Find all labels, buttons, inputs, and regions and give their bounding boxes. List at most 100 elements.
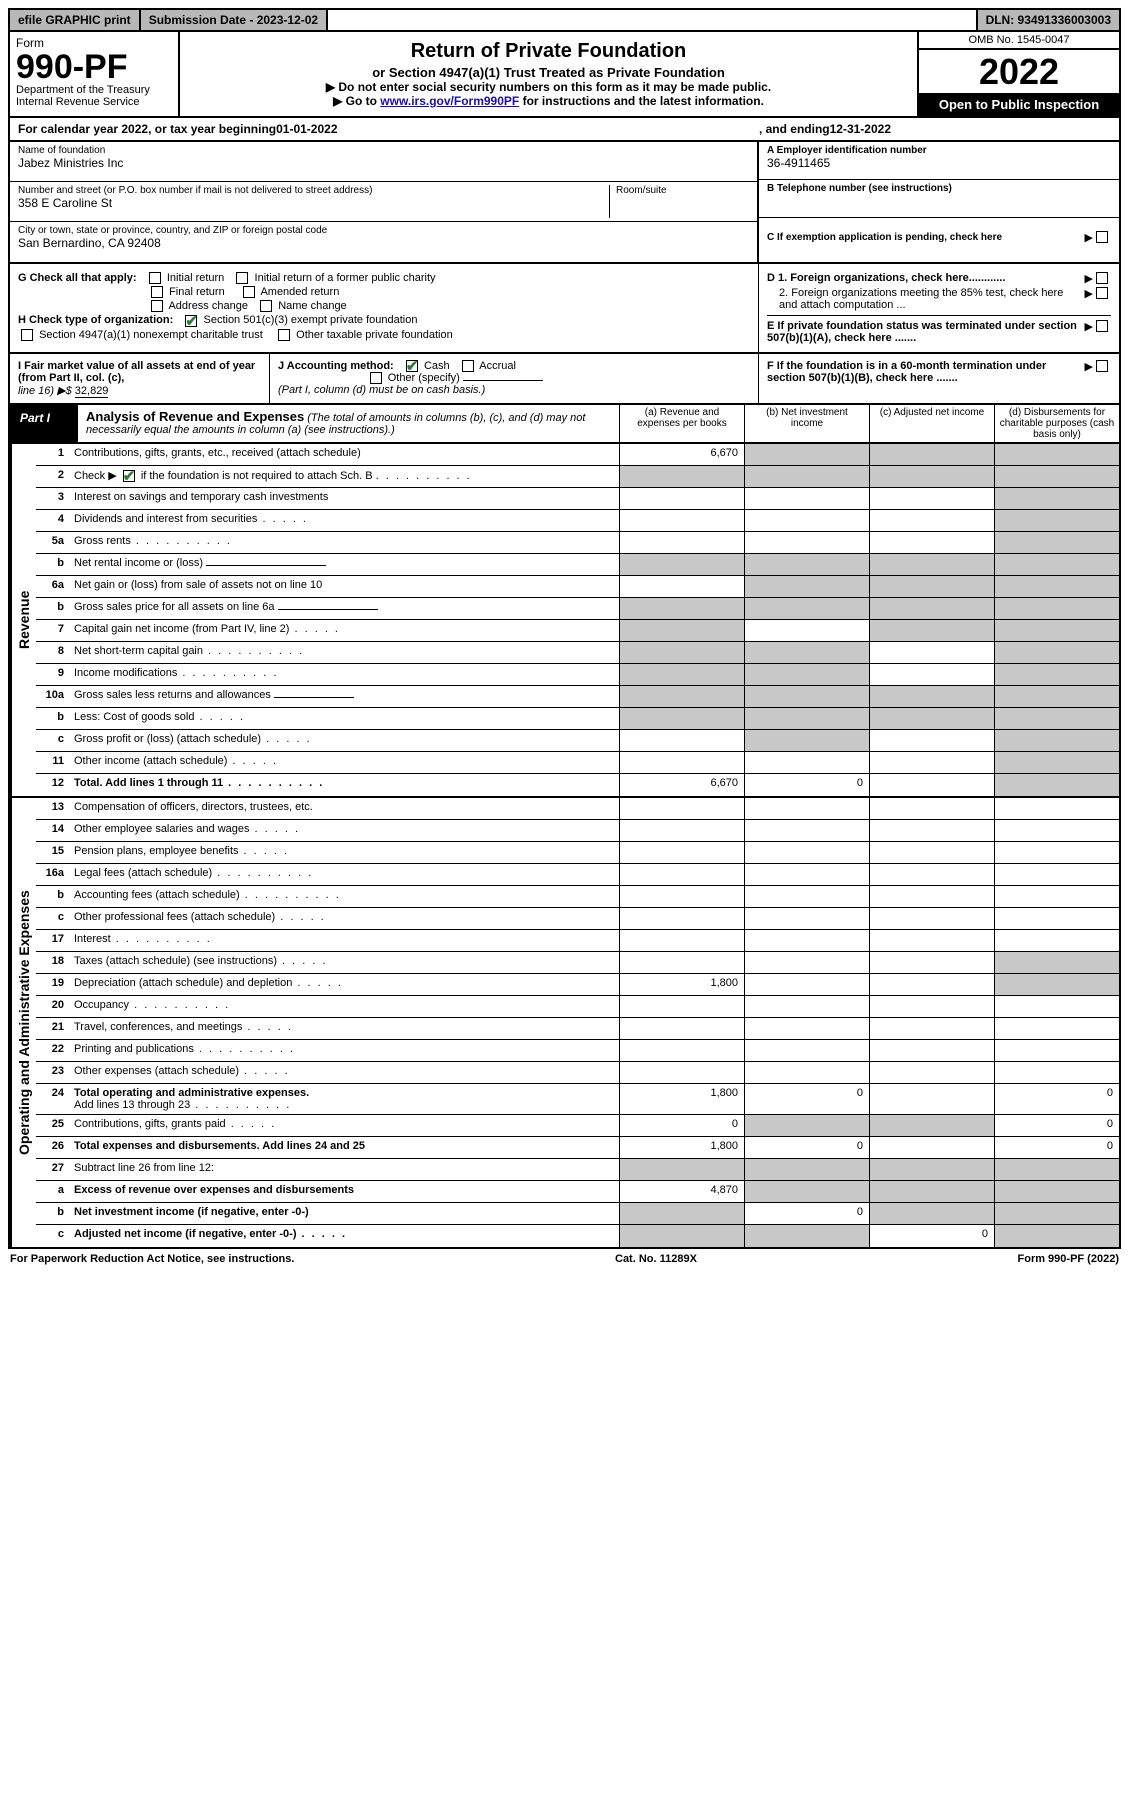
row-10a: 10a Gross sales less returns and allowan…	[36, 686, 1119, 708]
cell-3c	[869, 488, 994, 509]
j-label: J Accounting method:	[278, 360, 394, 372]
row-9: 9 Income modifications	[36, 664, 1119, 686]
entity-block: Name of foundation Jabez Ministries Inc …	[8, 142, 1121, 264]
ln-16c: c	[36, 908, 70, 929]
row-27c: c Adjusted net income (if negative, ente…	[36, 1225, 1119, 1247]
r5b-text: Net rental income or (loss)	[74, 557, 203, 569]
g-address-checkbox[interactable]	[151, 300, 163, 312]
r6b-text: Gross sales price for all assets on line…	[74, 601, 275, 613]
d1-checkbox[interactable]	[1096, 272, 1108, 284]
ln-2: 2	[36, 466, 70, 487]
part1-title: Analysis of Revenue and Expenses	[86, 409, 304, 424]
j-cash-checkbox[interactable]	[406, 360, 418, 372]
ln-15: 15	[36, 842, 70, 863]
e-label: E If private foundation status was termi…	[767, 320, 1085, 344]
j-other-checkbox[interactable]	[370, 372, 382, 384]
cal-mid: , and ending	[759, 122, 830, 136]
d2-checkbox[interactable]	[1096, 287, 1108, 299]
cell-1b	[744, 444, 869, 465]
cell-14b	[744, 820, 869, 841]
calendar-year-row: For calendar year 2022, or tax year begi…	[8, 118, 1121, 142]
cell-16bb	[744, 886, 869, 907]
cell-9c	[869, 664, 994, 685]
cell-19b	[744, 974, 869, 995]
h-501c3-checkbox[interactable]	[185, 315, 197, 327]
cell-16ac	[869, 864, 994, 885]
ln-25: 25	[36, 1115, 70, 1136]
street-address: 358 E Caroline St	[18, 196, 609, 210]
col-b-header: (b) Net investment income	[744, 405, 869, 442]
i-block: I Fair market value of all assets at end…	[10, 354, 270, 403]
top-spacer	[328, 10, 975, 30]
schb-checkbox[interactable]	[123, 470, 135, 482]
r6b-blank	[278, 609, 378, 610]
col-c-header: (c) Adjusted net income	[869, 405, 994, 442]
cell-20a	[619, 996, 744, 1017]
row-23: 23 Other expenses (attach schedule)	[36, 1062, 1119, 1084]
c-row: C If exemption application is pending, c…	[759, 218, 1119, 256]
cell-11b	[744, 752, 869, 773]
h-4947-checkbox[interactable]	[21, 329, 33, 341]
r10a-text: Gross sales less returns and allowances	[74, 689, 271, 701]
ln-16a: 16a	[36, 864, 70, 885]
name-row: Name of foundation Jabez Ministries Inc	[10, 142, 757, 182]
cell-12d	[994, 774, 1119, 796]
row-26: 26 Total expenses and disbursements. Add…	[36, 1137, 1119, 1159]
cell-5bd	[994, 554, 1119, 575]
row-6b: b Gross sales price for all assets on li…	[36, 598, 1119, 620]
revenue-grid: Revenue 1 Contributions, gifts, grants, …	[8, 444, 1121, 798]
g-name-checkbox[interactable]	[260, 300, 272, 312]
cell-20b	[744, 996, 869, 1017]
h-o1: Section 501(c)(3) exempt private foundat…	[203, 314, 417, 326]
cal-end: 12-31-2022	[830, 122, 891, 136]
j-o2: Accrual	[479, 360, 516, 372]
col-a-header: (a) Revenue and expenses per books	[619, 405, 744, 442]
j-note: (Part I, column (d) must be on cash basi…	[278, 384, 485, 396]
ein-row: A Employer identification number 36-4911…	[759, 142, 1119, 180]
g-amended-checkbox[interactable]	[243, 286, 255, 298]
ln-4: 4	[36, 510, 70, 531]
g-initial-checkbox[interactable]	[149, 272, 161, 284]
cell-7a	[619, 620, 744, 641]
h-other-checkbox[interactable]	[278, 329, 290, 341]
cell-10aa	[619, 686, 744, 707]
cell-10cb	[744, 730, 869, 751]
e-row: E If private foundation status was termi…	[767, 315, 1111, 344]
cal-begin: 01-01-2022	[276, 122, 337, 136]
form-title: Return of Private Foundation	[186, 40, 911, 63]
cell-10ac	[869, 686, 994, 707]
ln-18: 18	[36, 952, 70, 973]
desc-3: Interest on savings and temporary cash i…	[70, 488, 619, 509]
c-checkbox[interactable]	[1096, 231, 1108, 243]
cell-27cb	[744, 1225, 869, 1247]
g-initial-former-checkbox[interactable]	[236, 272, 248, 284]
expenses-side-label: Operating and Administrative Expenses	[10, 798, 36, 1247]
cell-19a: 1,800	[619, 974, 744, 995]
cell-22d	[994, 1040, 1119, 1061]
cell-2d	[994, 466, 1119, 487]
cell-14d	[994, 820, 1119, 841]
ln-14: 14	[36, 820, 70, 841]
j-accrual-checkbox[interactable]	[462, 360, 474, 372]
ln-9: 9	[36, 664, 70, 685]
f-checkbox[interactable]	[1096, 360, 1108, 372]
cell-21a	[619, 1018, 744, 1039]
desc-17: Interest	[70, 930, 619, 951]
top-bar: efile GRAPHIC print Submission Date - 20…	[8, 8, 1121, 32]
cell-25a: 0	[619, 1115, 744, 1136]
cell-11d	[994, 752, 1119, 773]
cell-6ac	[869, 576, 994, 597]
desc-27b: Net investment income (if negative, ente…	[70, 1203, 619, 1224]
g-final-checkbox[interactable]	[151, 286, 163, 298]
cell-9d	[994, 664, 1119, 685]
irs-link[interactable]: www.irs.gov/Form990PF	[380, 94, 519, 108]
cell-24a: 1,800	[619, 1084, 744, 1114]
arrow-icon: ▶	[1085, 287, 1093, 311]
cell-1c	[869, 444, 994, 465]
h-row2: Section 4947(a)(1) nonexempt charitable …	[18, 329, 750, 341]
cell-2b	[744, 466, 869, 487]
e-checkbox[interactable]	[1096, 320, 1108, 332]
addr-label: Number and street (or P.O. box number if…	[18, 185, 609, 196]
g-o6: Name change	[278, 300, 347, 312]
footer-mid: Cat. No. 11289X	[615, 1253, 697, 1265]
